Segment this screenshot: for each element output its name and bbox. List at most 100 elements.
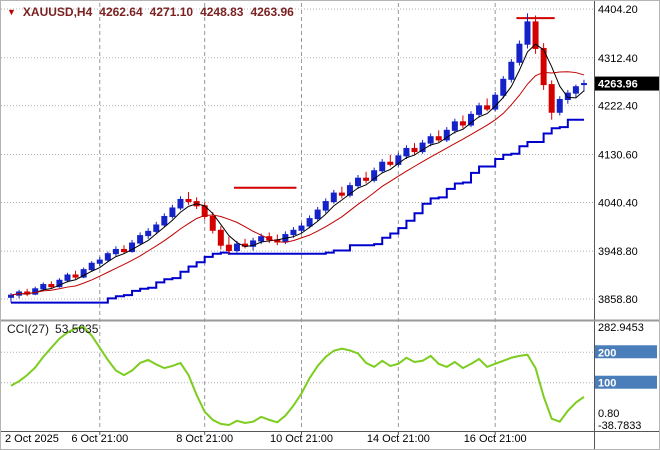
candle-body [48, 284, 55, 288]
candle-body [451, 121, 458, 131]
candle-body [96, 259, 103, 264]
candle-body [508, 61, 515, 80]
candle-body [355, 177, 362, 187]
price-axis-label: 4312.40 [598, 53, 638, 65]
candle-body [371, 170, 378, 181]
candle-body [80, 269, 87, 278]
candle-body [137, 235, 144, 244]
cci-line [10, 325, 585, 427]
candle-body [548, 84, 555, 113]
candle-body [556, 98, 563, 113]
time-axis-label: 10 Oct 21:00 [270, 433, 333, 445]
price-axis-label: 4404.20 [598, 4, 638, 16]
candle-body [8, 294, 14, 298]
ma-fast-line [10, 43, 585, 296]
cci-extra-label: 0.80 [598, 408, 619, 420]
time-axis-label: 2 Oct 2025 [5, 433, 59, 445]
candle-body [306, 218, 313, 227]
price-axis-label: 4130.60 [598, 149, 638, 161]
candle-body [403, 147, 410, 157]
cci-level-box [595, 345, 657, 359]
candle-body [532, 21, 539, 49]
candle-body [145, 230, 152, 237]
cci-level-box [595, 375, 657, 389]
candle-body [484, 105, 491, 110]
price-axis-label: 3948.80 [598, 246, 638, 258]
time-axis-label: 14 Oct 21:00 [367, 433, 430, 445]
current-price-tag [595, 76, 659, 91]
indicator-value: 53.5635 [55, 322, 99, 336]
candle-body [104, 253, 111, 261]
candle-body [580, 83, 587, 86]
candle-body [419, 142, 426, 153]
candle-body [72, 274, 79, 278]
candle-body [387, 161, 394, 165]
candle-body [322, 201, 329, 211]
time-axis-label: 8 Oct 21:00 [176, 433, 233, 445]
candle-body [169, 207, 176, 217]
candle-body [427, 136, 434, 144]
candle-body [572, 86, 579, 94]
candle-body [492, 94, 499, 110]
candle-body [467, 113, 474, 126]
candle-body [411, 147, 418, 153]
candle-body [379, 161, 386, 172]
candle-body [363, 177, 370, 181]
current-price-label: 4263.96 [598, 79, 638, 91]
candle-body [225, 244, 232, 252]
candle-body [338, 192, 345, 196]
candle-body [209, 215, 216, 231]
time-axis-label: 6 Oct 21:00 [71, 433, 128, 445]
candle-body [177, 198, 184, 209]
candle-body [524, 21, 531, 45]
cci-max-label: 282.9453 [598, 322, 644, 334]
candle-body [250, 240, 257, 247]
candle-body [516, 43, 523, 63]
candle-body [314, 209, 321, 220]
support-step-line [11, 118, 584, 304]
indicator-label: CCI(27) 53.5635 [7, 322, 98, 336]
candle-body [64, 274, 71, 281]
candle-body [459, 121, 466, 126]
quote-low: 4248.83 [200, 5, 244, 19]
candle-body [185, 198, 192, 203]
candle-body [153, 224, 160, 232]
cci-level-label: 200 [598, 347, 616, 359]
candle-body [161, 215, 168, 226]
candle-body [88, 262, 95, 271]
symbol-timeframe: XAUUSD,H4 [22, 5, 93, 19]
candle-body [40, 284, 47, 290]
candle-body [476, 105, 483, 115]
price-axis-label: 4040.40 [598, 197, 638, 209]
cci-min-label: -38.7833 [598, 420, 641, 432]
candle-body [346, 185, 353, 196]
candle-body [112, 248, 119, 255]
quote-bar: ▼ XAUUSD,H4 4262.64 4271.10 4248.83 4263… [7, 5, 294, 19]
ma-slow-line [10, 71, 585, 296]
candle-body [540, 47, 547, 86]
candle-body [500, 78, 507, 96]
price-axis-label: 3858.80 [598, 294, 638, 306]
candle-body [564, 92, 571, 100]
candle-body [443, 129, 450, 141]
candle-body [290, 229, 297, 236]
candle-body [120, 248, 127, 253]
candle-body [217, 229, 224, 246]
time-axis-label: 16 Oct 21:00 [464, 433, 527, 445]
cci-level-label: 100 [598, 378, 616, 390]
candle-body [395, 155, 402, 165]
candle-body [129, 242, 136, 253]
candle-body [435, 136, 442, 141]
candle-body [298, 225, 305, 231]
candle-body [258, 236, 265, 242]
quote-close: 4263.96 [250, 5, 294, 19]
quote-high: 4271.10 [149, 5, 194, 19]
quote-open: 4262.64 [99, 5, 143, 19]
price-axis-label: 4222.40 [598, 101, 638, 113]
symbol-dropdown-icon[interactable]: ▼ [7, 6, 16, 17]
indicator-name: CCI(27) [7, 322, 50, 336]
candle-body [330, 192, 337, 203]
candle-body [233, 243, 240, 252]
